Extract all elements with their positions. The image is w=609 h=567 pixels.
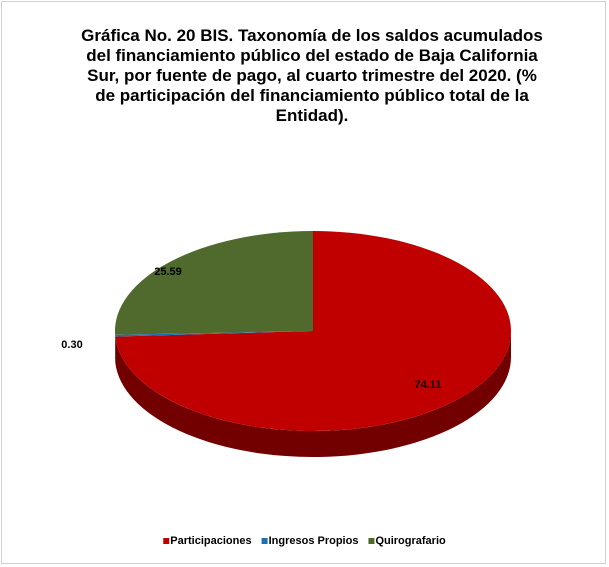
legend: Participaciones Ingresos Propios Quirograf… <box>163 535 446 547</box>
data-label: 74.11 <box>415 379 442 391</box>
slice <box>115 331 313 337</box>
legend-swatch <box>368 538 375 544</box>
slice-side <box>115 331 511 458</box>
slice <box>115 231 313 335</box>
data-label: 25.59 <box>154 266 182 278</box>
legend-label: Ingresos Propios <box>269 535 359 547</box>
legend-swatch <box>261 538 268 544</box>
legend-label: Participaciones <box>170 535 251 547</box>
slice <box>115 231 511 431</box>
data-label: 0.30 <box>61 339 82 351</box>
legend-label: Quirografario <box>375 535 446 547</box>
legend-swatch <box>163 538 170 544</box>
chart-title: Gráfica No. 20 BIS. Taxonomía de los sal… <box>81 26 543 125</box>
